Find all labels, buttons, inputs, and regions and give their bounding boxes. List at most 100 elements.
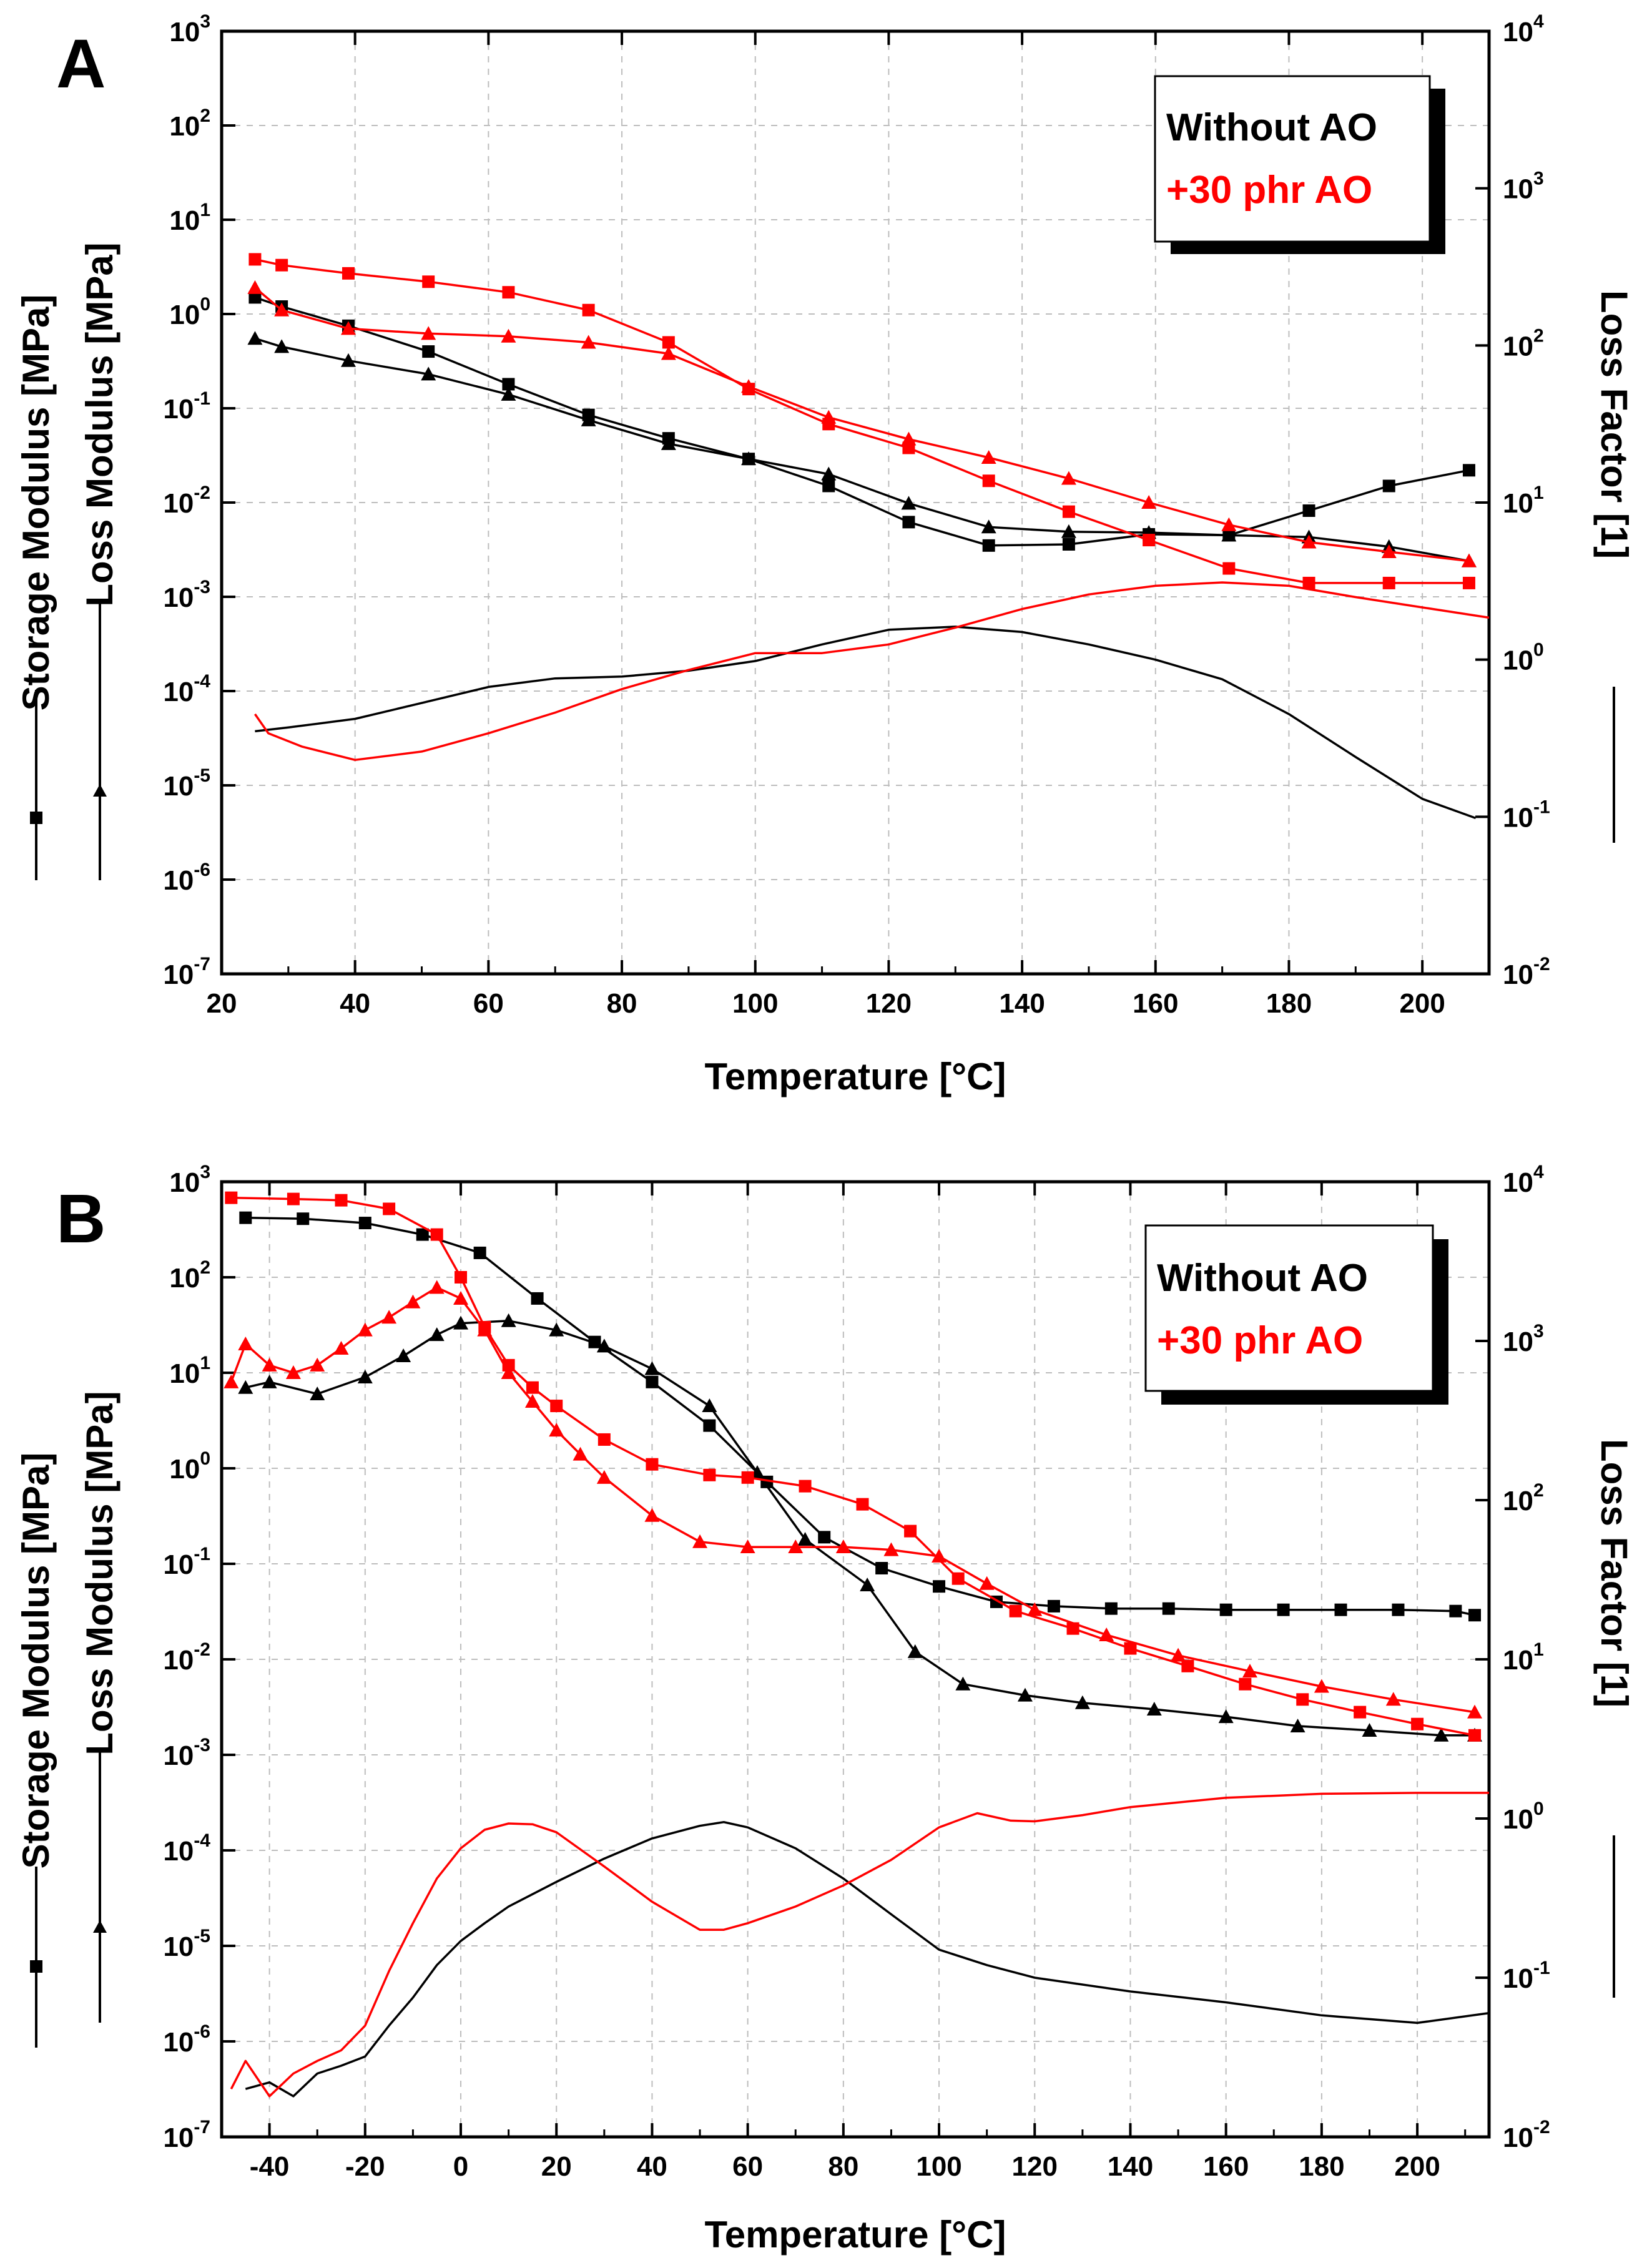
- data-point-triangle: [901, 431, 917, 446]
- data-point-triangle: [860, 1577, 875, 1591]
- data-point-square: [430, 1228, 443, 1241]
- data-point-triangle: [1385, 1692, 1401, 1706]
- data-point-square: [531, 1292, 544, 1305]
- data-point-square: [1047, 1599, 1060, 1613]
- y-axis-title-right: Loss Factor [1]: [1593, 290, 1635, 843]
- y-left-tick-label: 10-5: [163, 765, 210, 802]
- data-point-triangle: [596, 1470, 612, 1484]
- data-point-square: [1382, 576, 1395, 589]
- data-point-square: [904, 1524, 917, 1538]
- x-tick-label: 120: [866, 988, 912, 1019]
- data-point-triangle: [979, 1576, 995, 1590]
- data-point-square: [1181, 1659, 1194, 1672]
- data-point-triangle: [821, 410, 837, 424]
- y-left-tick-label: 10-2: [163, 1639, 210, 1676]
- data-point-square: [1062, 538, 1075, 551]
- series-line-without-ao-loss-factor: [255, 626, 1477, 820]
- data-point-triangle: [341, 353, 356, 367]
- data-point-triangle: [702, 1398, 717, 1413]
- data-point-square: [1239, 1677, 1252, 1691]
- data-point-triangle: [788, 1539, 804, 1554]
- x-tick-label: 180: [1266, 988, 1312, 1019]
- data-point-square: [239, 1211, 252, 1224]
- data-point-square: [502, 378, 515, 391]
- data-point-square: [1354, 1706, 1367, 1719]
- x-tick-label: 80: [607, 988, 637, 1019]
- data-point-triangle: [310, 1357, 325, 1372]
- data-point-square: [1392, 1603, 1405, 1616]
- y-right-tick-label: 10-2: [1503, 954, 1550, 990]
- y-left-tick-label: 100: [169, 294, 210, 330]
- data-point-triangle: [1467, 1704, 1483, 1719]
- data-point-triangle: [357, 1322, 373, 1337]
- x-tick-label: 60: [473, 988, 504, 1019]
- data-point-triangle: [1461, 553, 1477, 567]
- data-point-triangle: [741, 379, 757, 393]
- data-point-triangle: [238, 1336, 253, 1350]
- y-left-tick-label: 10-6: [163, 2021, 210, 2058]
- y-left-tick-label: 10-1: [163, 388, 210, 425]
- y-left-tick-label: 10-4: [163, 671, 210, 707]
- data-point-triangle: [405, 1294, 421, 1308]
- x-tick-label: -20: [345, 2151, 385, 2182]
- data-point-triangle: [549, 1423, 564, 1437]
- data-point-triangle: [1171, 1647, 1186, 1662]
- y-right-tick-label: 102: [1503, 1480, 1544, 1516]
- data-point-square: [1162, 1602, 1175, 1615]
- data-point-square: [582, 303, 595, 317]
- y-left-tick-label: 103: [169, 11, 210, 47]
- data-point-square: [1104, 1602, 1118, 1615]
- data-point-square: [741, 1471, 754, 1484]
- y-axis-title-storage: Storage Modulus [MPa]: [15, 1453, 57, 2048]
- data-point-square: [1124, 1642, 1137, 1655]
- data-point-triangle: [932, 1548, 947, 1563]
- x-tick-label: 100: [916, 2151, 961, 2182]
- y-axis-title-loss: Loss Modulus [MPa]: [79, 242, 120, 880]
- data-point-triangle: [333, 1340, 349, 1355]
- data-point-triangle: [429, 1280, 445, 1294]
- y-left-tick-label: 10-2: [163, 483, 210, 519]
- x-tick-label: 100: [732, 988, 778, 1019]
- storage-legend-square: [30, 1960, 42, 1973]
- data-point-square: [383, 1202, 396, 1215]
- data-point-square: [856, 1498, 869, 1511]
- data-point-square: [342, 267, 355, 280]
- y-axis-title-right-text: Loss Factor [1]: [1593, 290, 1635, 559]
- data-point-triangle: [262, 1357, 277, 1372]
- y-right-tick-label: 101: [1503, 1639, 1544, 1676]
- data-point-square: [358, 1217, 371, 1230]
- data-point-square: [1296, 1693, 1309, 1706]
- data-point-square: [1143, 534, 1156, 547]
- data-point-square: [248, 291, 262, 304]
- data-point-triangle: [644, 1361, 660, 1375]
- x-tick-label: 160: [1133, 988, 1178, 1019]
- data-point-triangle: [883, 1542, 899, 1556]
- y-left-tick-label: 102: [169, 1257, 210, 1293]
- data-point-triangle: [357, 1370, 373, 1384]
- legend-box: [1144, 1224, 1434, 1392]
- data-point-triangle: [692, 1534, 708, 1548]
- ticks-b: -40 -20 0 20 40 60 80 100 120 140 160 180 200 10-7 10-…: [163, 1162, 1550, 2182]
- data-point-square: [902, 516, 915, 529]
- data-point-triangle: [501, 1313, 516, 1327]
- data-point-triangle: [247, 331, 263, 345]
- legend-a: Without AO +30 phr AO: [1154, 75, 1445, 254]
- data-point-triangle: [421, 366, 436, 381]
- y-left-tick-label: 10-7: [163, 954, 210, 990]
- y-right-tick-label: 100: [1503, 1799, 1544, 1835]
- x-tick-label: -40: [250, 2151, 290, 2182]
- loss-legend-triangle: [93, 1920, 107, 1933]
- data-point-triangle: [429, 1327, 445, 1342]
- x-tick-label: 80: [828, 2151, 858, 2182]
- y-axis-title-loss-text: Loss Modulus [MPa]: [79, 1391, 120, 1755]
- data-point-triangle: [1027, 1602, 1043, 1616]
- data-point-square: [335, 1194, 348, 1207]
- y-left-tick-label: 103: [169, 1162, 210, 1198]
- data-point-triangle: [981, 449, 996, 464]
- data-point-triangle: [740, 1539, 755, 1554]
- data-point-triangle: [596, 1338, 612, 1353]
- data-point-triangle: [1074, 1695, 1090, 1709]
- data-point-triangle: [1099, 1627, 1114, 1641]
- data-point-triangle: [501, 386, 516, 401]
- data-point-triangle: [901, 496, 917, 510]
